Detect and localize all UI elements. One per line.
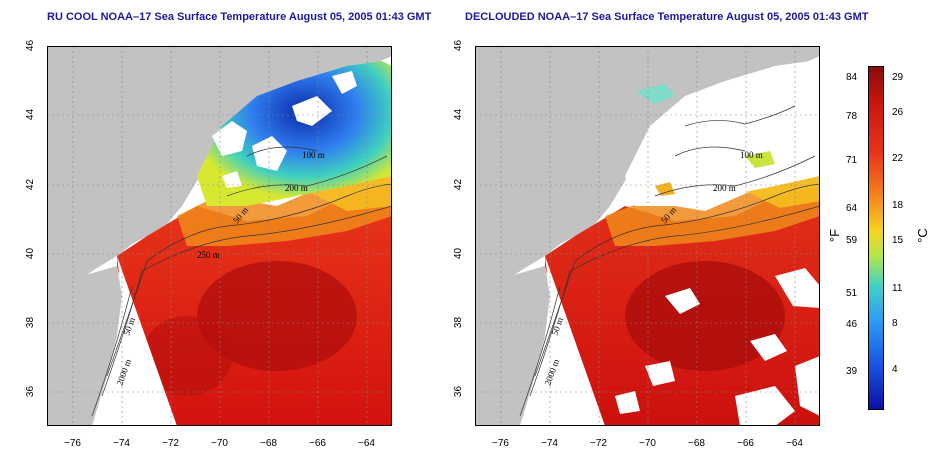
contour-label: 200 m [285,183,308,193]
lon-tick: −74 [541,438,558,449]
sst-map-raw-canvas: 100 m 200 m 50 m 250 m 50 m 2000 m [47,46,392,426]
lat-tick: 38 [453,316,465,329]
colorbar-fahrenheit-tick: 64 [846,203,858,214]
colorbar-celsius-tick: 15 [892,235,904,246]
colorbar-fahrenheit-tick: 84 [846,72,858,83]
lat-tick: 44 [453,108,465,121]
colorbar-celsius-tick: 26 [892,107,904,118]
colorbar-fahrenheit-unit: °F [827,228,843,243]
lat-tick: 42 [453,178,465,191]
colorbar-celsius-tick: 29 [892,72,904,83]
lon-tick: −72 [590,438,607,449]
lon-tick: −68 [688,438,705,449]
map-title-raw: RU COOL NOAA–17 Sea Surface Temperature … [47,11,432,23]
colorbar-fahrenheit-tick: 46 [846,319,858,330]
lat-tick: 40 [453,247,465,260]
colorbar [868,66,884,410]
sst-map-declouded: 100 m 200 m 50 m 50 m 2000 m [475,46,820,426]
colorbar-celsius-tick: 8 [892,318,898,329]
lon-tick: −74 [113,438,130,449]
sst-map-declouded-canvas: 100 m 200 m 50 m 50 m 2000 m [475,46,820,426]
colorbar-celsius-tick: 11 [892,283,903,294]
lon-tick: −64 [786,438,803,449]
lon-tick: −76 [492,438,509,449]
colorbar-celsius-tick: 4 [892,364,898,375]
lon-tick: −68 [260,438,277,449]
lat-tick: 38 [25,316,37,329]
lon-tick: −70 [639,438,656,449]
colorbar-fahrenheit-tick: 78 [846,111,858,122]
lat-tick: 46 [25,39,37,52]
lat-tick: 46 [453,39,465,52]
lon-tick: −76 [64,438,81,449]
colorbar-fahrenheit-tick: 51 [846,288,858,299]
colorbar-celsius-tick: 22 [892,153,904,164]
sst-map-raw: 100 m 200 m 50 m 250 m 50 m 2000 m [47,46,392,426]
map-title-declouded: DECLOUDED NOAA–17 Sea Surface Temperatur… [465,11,869,23]
lat-tick: 40 [25,247,37,260]
colorbar-fahrenheit-tick: 39 [846,366,858,377]
lon-tick: −66 [737,438,754,449]
colorbar-fahrenheit-tick: 59 [846,235,858,246]
lat-tick: 44 [25,108,37,121]
lon-tick: −64 [358,438,375,449]
lon-tick: −66 [309,438,326,449]
lon-tick: −72 [162,438,179,449]
contour-label: 100 m [302,150,325,160]
colorbar-fahrenheit-tick: 71 [846,155,858,166]
colorbar-celsius-unit: °C [914,228,930,243]
contour-label: 200 m [713,183,736,193]
lat-tick: 42 [25,178,37,191]
lon-tick: −70 [211,438,228,449]
colorbar-celsius-tick: 18 [892,200,904,211]
contour-label: 250 m [197,250,220,260]
lat-tick: 36 [25,385,37,398]
lat-tick: 36 [453,385,465,398]
contour-label: 100 m [740,150,763,160]
